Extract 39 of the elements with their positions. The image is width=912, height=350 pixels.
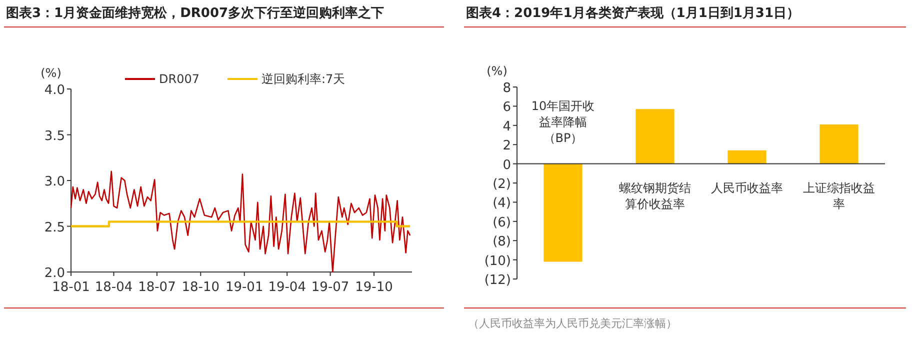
y-tick-label: 3.5	[44, 128, 65, 144]
y-tick-label: (6)	[492, 215, 511, 230]
y-tick-label: (10)	[484, 254, 511, 269]
x-tick-label: 18-10	[182, 280, 220, 295]
x-tick-label: 18-04	[94, 280, 133, 295]
y-tick-label: (12)	[484, 273, 511, 288]
bar	[728, 150, 766, 164]
x-tick-label: 19-04	[268, 280, 306, 295]
x-tick-label: 18-01	[52, 280, 90, 295]
x-tick-label: 人民币收益率	[710, 180, 784, 196]
x-tick-label: 19-07	[311, 280, 350, 295]
x-tick-label: 10年国开收益率降幅（BP）	[530, 98, 596, 146]
text: （人民币收益率为人民币兑美元汇率涨幅）	[468, 316, 677, 331]
y-tick-label: (2)	[492, 177, 511, 192]
x-tick-label: 18-07	[138, 280, 176, 295]
x-tick-label: 19-10	[355, 280, 393, 295]
y-tick-label: 8	[502, 81, 511, 96]
x-tick-label: 19-01	[225, 280, 264, 295]
y-axis-title: (%)	[40, 66, 62, 80]
bar	[820, 124, 858, 164]
legend-label: DR007	[159, 72, 200, 86]
chart-title: 图表4：2019年1月各类资产表现（1月1日到1月31日）	[466, 4, 800, 22]
y-tick-label: 2.0	[44, 266, 65, 281]
bar	[544, 164, 582, 262]
y-axis-title: (%)	[486, 64, 508, 78]
x-tick-label: 螺纹钢期货结算价收益率	[618, 180, 692, 212]
y-tick-label: 2.5	[44, 220, 65, 236]
y-tick-label: (4)	[492, 196, 511, 212]
legend-label: 逆回购利率:7天	[261, 72, 346, 86]
y-tick-label: 6	[502, 100, 511, 116]
y-tick-label: 4	[502, 119, 511, 134]
chart-title: 图表3：1月资金面维持宽松，DR007多次下行至逆回购利率之下	[6, 4, 384, 22]
y-tick-label: (8)	[492, 234, 511, 250]
y-tick-label: 4.0	[44, 83, 65, 98]
y-tick-label: 0	[502, 158, 511, 173]
x-tick-label: 上证综指收益率	[802, 180, 876, 212]
bar	[636, 109, 674, 164]
y-tick-label: 3.0	[44, 174, 65, 190]
y-tick-label: 2	[502, 138, 511, 154]
